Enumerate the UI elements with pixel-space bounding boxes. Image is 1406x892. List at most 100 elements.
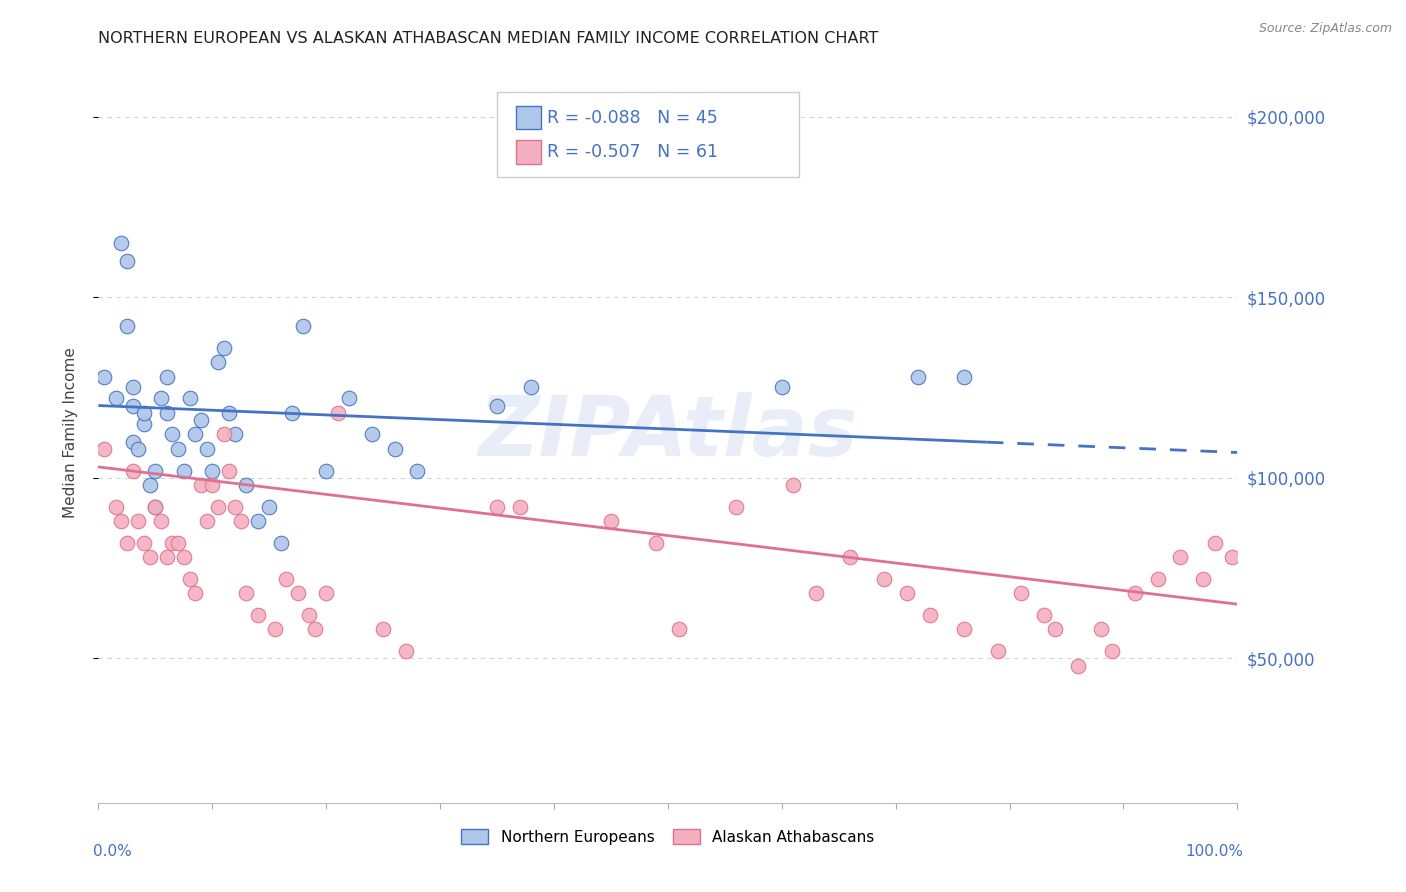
Point	[224, 500, 246, 514]
Point	[190, 413, 212, 427]
Point	[600, 514, 623, 528]
Point	[162, 535, 184, 549]
Point	[156, 550, 179, 565]
Point	[179, 572, 201, 586]
Point	[896, 586, 918, 600]
Point	[212, 427, 235, 442]
Point	[1146, 572, 1168, 586]
Point	[93, 442, 115, 456]
Point	[395, 644, 418, 658]
Point	[121, 434, 143, 449]
Point	[1101, 644, 1123, 658]
Point	[138, 550, 160, 565]
Point	[1192, 572, 1215, 586]
Point	[292, 319, 315, 334]
Point	[953, 369, 976, 384]
Point	[259, 500, 281, 514]
Point	[173, 464, 195, 478]
Text: ZIPAtlas: ZIPAtlas	[478, 392, 858, 473]
Point	[207, 500, 229, 514]
Point	[121, 464, 143, 478]
Point	[1220, 550, 1243, 565]
Point	[304, 623, 326, 637]
Text: NORTHERN EUROPEAN VS ALASKAN ATHABASCAN MEDIAN FAMILY INCOME CORRELATION CHART: NORTHERN EUROPEAN VS ALASKAN ATHABASCAN …	[98, 31, 879, 46]
Legend: Northern Europeans, Alaskan Athabascans: Northern Europeans, Alaskan Athabascans	[456, 822, 880, 851]
Point	[281, 406, 304, 420]
Point	[162, 427, 184, 442]
Point	[645, 535, 668, 549]
Point	[235, 586, 257, 600]
Point	[804, 586, 827, 600]
Point	[770, 380, 793, 394]
Point	[1032, 607, 1054, 622]
Point	[1010, 586, 1032, 600]
Text: 0.0%: 0.0%	[93, 844, 132, 858]
Point	[179, 392, 201, 406]
Point	[145, 464, 167, 478]
Point	[337, 392, 360, 406]
Point	[953, 623, 976, 637]
Point	[93, 369, 115, 384]
Point	[115, 535, 138, 549]
Point	[224, 427, 246, 442]
Point	[212, 341, 235, 355]
Point	[246, 607, 269, 622]
FancyBboxPatch shape	[498, 92, 799, 178]
Point	[218, 464, 240, 478]
Point	[184, 427, 207, 442]
Point	[145, 500, 167, 514]
Point	[207, 355, 229, 369]
Text: 100.0%: 100.0%	[1185, 844, 1243, 858]
Point	[104, 500, 127, 514]
Point	[509, 500, 531, 514]
Text: R = -0.507   N = 61: R = -0.507 N = 61	[547, 143, 718, 161]
Point	[127, 442, 149, 456]
Point	[132, 406, 155, 420]
Point	[1067, 658, 1090, 673]
Point	[173, 550, 195, 565]
Point	[486, 399, 509, 413]
Point	[907, 369, 929, 384]
Point	[264, 623, 287, 637]
Point	[235, 478, 257, 492]
Point	[132, 417, 155, 431]
Point	[121, 399, 143, 413]
Point	[195, 442, 218, 456]
Point	[287, 586, 309, 600]
Point	[195, 514, 218, 528]
Y-axis label: Median Family Income: Median Family Income	[63, 347, 77, 518]
Point	[246, 514, 269, 528]
Point	[115, 254, 138, 268]
Point	[138, 478, 160, 492]
Point	[360, 427, 382, 442]
Point	[918, 607, 941, 622]
Point	[167, 442, 190, 456]
Point	[1170, 550, 1192, 565]
Point	[132, 535, 155, 549]
Point	[104, 392, 127, 406]
Point	[156, 369, 179, 384]
Point	[276, 572, 298, 586]
Point	[406, 464, 429, 478]
Point	[110, 235, 132, 250]
Point	[201, 464, 224, 478]
Point	[1090, 623, 1112, 637]
Bar	[516, 105, 541, 129]
Point	[121, 380, 143, 394]
Point	[145, 500, 167, 514]
Text: Source: ZipAtlas.com: Source: ZipAtlas.com	[1258, 22, 1392, 36]
Point	[110, 514, 132, 528]
Point	[150, 392, 173, 406]
Point	[270, 535, 292, 549]
Point	[1204, 535, 1226, 549]
Point	[150, 514, 173, 528]
Point	[115, 319, 138, 334]
Point	[315, 464, 337, 478]
Text: R = -0.088   N = 45: R = -0.088 N = 45	[547, 109, 718, 127]
Point	[184, 586, 207, 600]
Point	[229, 514, 252, 528]
Point	[987, 644, 1010, 658]
Point	[167, 535, 190, 549]
Point	[1043, 623, 1066, 637]
Point	[190, 478, 212, 492]
